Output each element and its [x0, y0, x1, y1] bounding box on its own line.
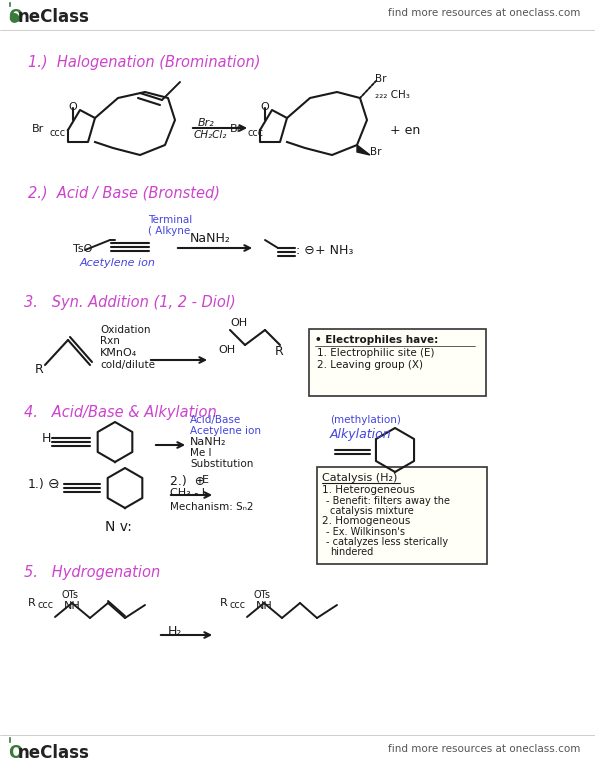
Text: Catalysis (H₂): Catalysis (H₂): [322, 473, 397, 483]
Text: O: O: [260, 102, 269, 112]
Text: ⊖: ⊖: [48, 477, 60, 491]
Text: - Benefit: filters away the: - Benefit: filters away the: [326, 496, 450, 506]
Text: TsO: TsO: [73, 244, 92, 254]
Text: :: :: [55, 478, 60, 491]
Text: ccc: ccc: [230, 600, 246, 610]
Text: 5.   Hydrogenation: 5. Hydrogenation: [24, 565, 160, 580]
FancyBboxPatch shape: [309, 329, 486, 396]
Text: N v:: N v:: [105, 520, 132, 534]
Text: ( Alkyne: ( Alkyne: [148, 226, 190, 236]
Text: R: R: [275, 345, 284, 358]
Text: ●: ●: [8, 10, 19, 23]
Text: 2. Homogeneous: 2. Homogeneous: [322, 516, 411, 526]
Text: Alkylation: Alkylation: [330, 428, 392, 441]
Text: Acid/Base: Acid/Base: [190, 415, 241, 425]
Text: hindered: hindered: [330, 547, 373, 557]
FancyBboxPatch shape: [317, 467, 487, 564]
Text: 1.): 1.): [28, 478, 45, 491]
Polygon shape: [357, 145, 370, 155]
Text: (methylation): (methylation): [330, 415, 401, 425]
Text: Br: Br: [32, 124, 44, 134]
Text: + NH₃: + NH₃: [315, 244, 353, 257]
Text: OTs: OTs: [62, 590, 79, 600]
Text: : ⊖: : ⊖: [296, 244, 315, 257]
Text: H: H: [42, 432, 51, 445]
Text: Me I: Me I: [190, 448, 211, 458]
Text: Br₂: Br₂: [198, 118, 215, 128]
Text: Acetylene ion: Acetylene ion: [190, 426, 261, 436]
Text: R: R: [220, 598, 228, 608]
Text: O: O: [8, 744, 22, 762]
Text: Rxn: Rxn: [100, 336, 120, 346]
Text: Br: Br: [370, 147, 381, 157]
Text: Mechanism: Sₙ2: Mechanism: Sₙ2: [170, 502, 253, 512]
Text: NaNH₂: NaNH₂: [190, 232, 231, 245]
Text: cold/dilute: cold/dilute: [100, 360, 155, 370]
Text: - Ex. Wilkinson's: - Ex. Wilkinson's: [326, 527, 405, 537]
Text: neClass: neClass: [18, 744, 90, 762]
Text: + en: + en: [390, 124, 420, 137]
Text: KMnO₄: KMnO₄: [100, 348, 137, 358]
Text: ccc: ccc: [50, 128, 66, 138]
Text: 2.)  Acid / Base (Bronsted): 2.) Acid / Base (Bronsted): [28, 185, 220, 200]
Text: OTs: OTs: [254, 590, 271, 600]
Text: ccc: ccc: [38, 600, 54, 610]
Text: 3.   Syn. Addition (1, 2 - Diol): 3. Syn. Addition (1, 2 - Diol): [24, 295, 236, 310]
Text: find more resources at oneclass.com: find more resources at oneclass.com: [387, 8, 580, 18]
Text: Acetylene ion: Acetylene ion: [80, 258, 156, 268]
Text: 2. Leaving group (X): 2. Leaving group (X): [317, 360, 423, 370]
Text: Br: Br: [375, 74, 387, 84]
Text: • Electrophiles have:: • Electrophiles have:: [315, 335, 439, 345]
Text: CH₂Cl₂: CH₂Cl₂: [194, 130, 227, 140]
Text: NH: NH: [256, 601, 273, 611]
Text: H₂: H₂: [168, 625, 183, 638]
Text: - catalyzes less sterically: - catalyzes less sterically: [326, 537, 448, 547]
Text: 1.)  Halogenation (Bromination): 1.) Halogenation (Bromination): [28, 55, 261, 70]
Text: O: O: [8, 8, 22, 26]
Text: E: E: [195, 475, 209, 485]
Text: 2.)  ⊕: 2.) ⊕: [170, 475, 205, 488]
Text: O: O: [68, 102, 77, 112]
Text: find more resources at oneclass.com: find more resources at oneclass.com: [387, 744, 580, 754]
Text: R: R: [28, 598, 36, 608]
Text: 1. Heterogeneous: 1. Heterogeneous: [322, 485, 415, 495]
Text: OH: OH: [230, 318, 247, 328]
Text: catalysis mixture: catalysis mixture: [330, 506, 414, 516]
Text: Terminal: Terminal: [148, 215, 192, 225]
Text: Oxidation: Oxidation: [100, 325, 151, 335]
Text: Substitution: Substitution: [190, 459, 253, 469]
Text: 4.   Acid/Base & Alkylation: 4. Acid/Base & Alkylation: [24, 405, 217, 420]
Text: NH: NH: [64, 601, 81, 611]
Text: NaNH₂: NaNH₂: [190, 437, 227, 447]
Text: neClass: neClass: [18, 8, 90, 26]
Text: R: R: [35, 363, 44, 376]
Text: Br: Br: [230, 124, 242, 134]
Text: ₂₂₂ CH₃: ₂₂₂ CH₃: [375, 90, 410, 100]
Text: 1. Electrophilic site (E): 1. Electrophilic site (E): [317, 348, 434, 358]
Text: OH: OH: [218, 345, 235, 355]
Text: ccc: ccc: [248, 128, 264, 138]
Text: CH₃ - I: CH₃ - I: [170, 488, 205, 498]
